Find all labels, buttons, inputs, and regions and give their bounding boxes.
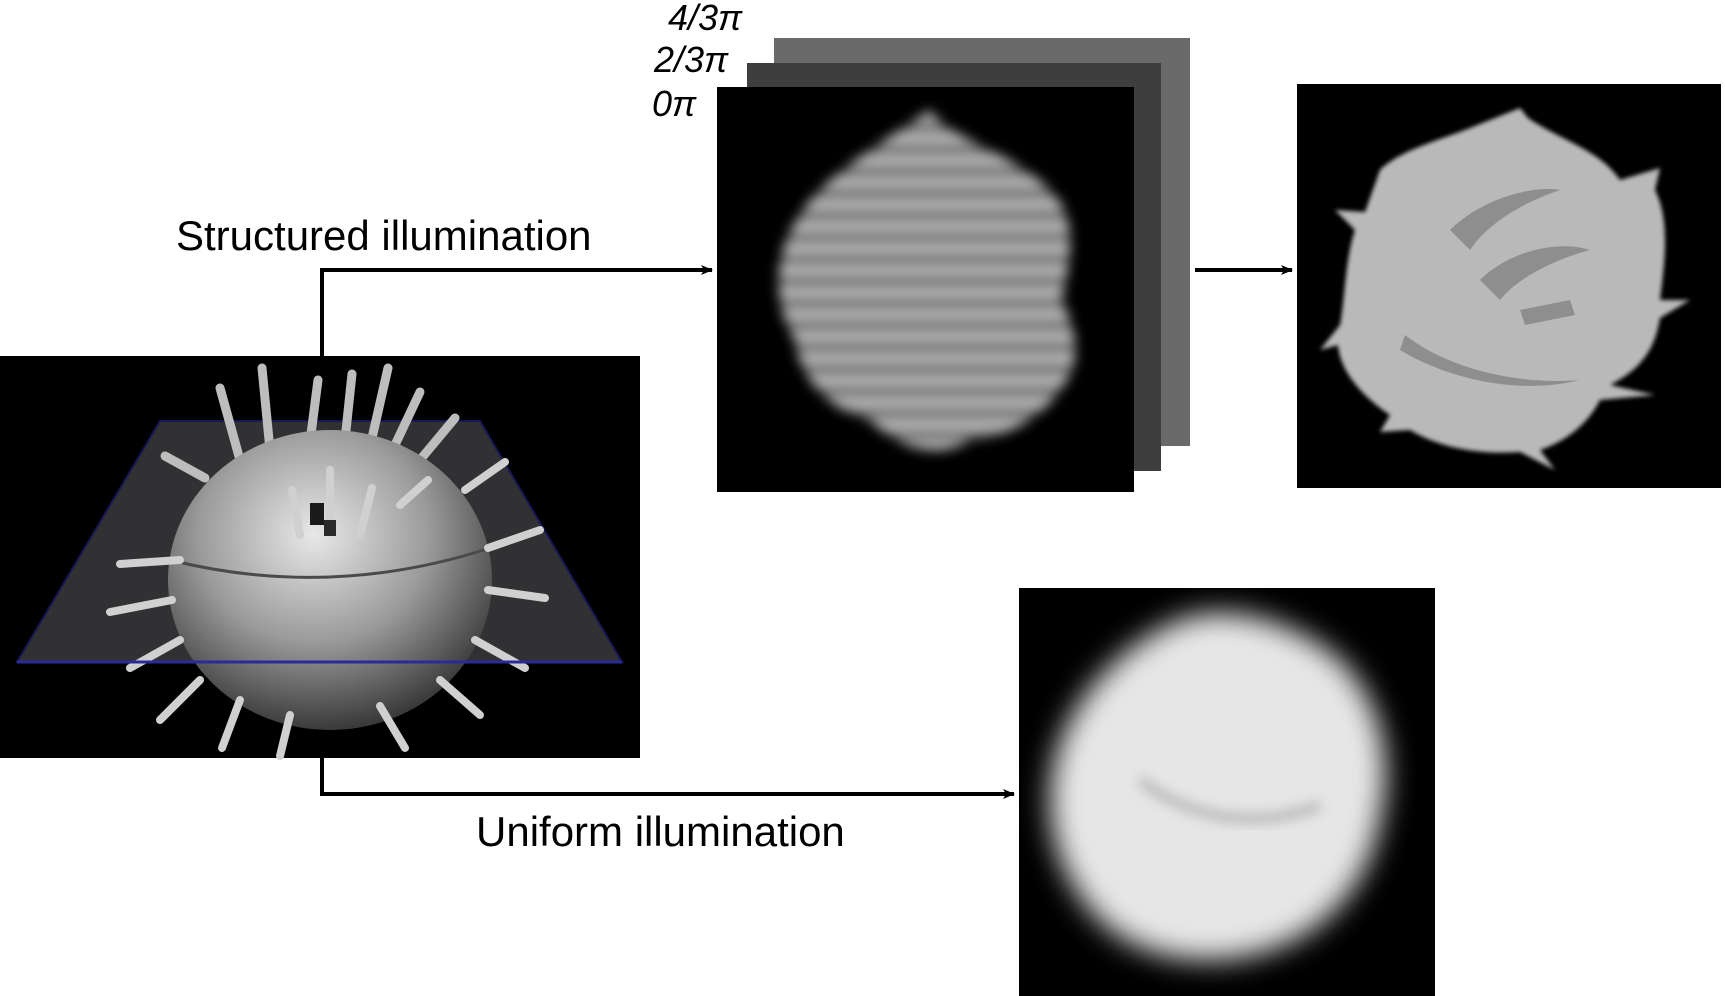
optical-section-result bbox=[1297, 84, 1721, 488]
structured-raw-images bbox=[717, 38, 1190, 492]
phase-label-4-3: 4/3π bbox=[668, 0, 743, 38]
sphere bbox=[168, 430, 492, 730]
structured-arrow bbox=[320, 265, 713, 356]
phase-label-2-3: 2/3π bbox=[653, 39, 729, 80]
phase-label-0: 0π bbox=[652, 83, 697, 124]
uniform-illumination-label: Uniform illumination bbox=[476, 808, 845, 855]
sample-3d-render bbox=[0, 356, 640, 760]
uniform-arrow bbox=[320, 758, 1015, 799]
section-internal-features bbox=[1400, 189, 1590, 386]
structured-illumination-label: Structured illumination bbox=[176, 212, 592, 259]
spikes-front bbox=[106, 458, 549, 760]
striped-specimen-image bbox=[778, 110, 1076, 451]
widefield-image bbox=[1019, 588, 1435, 996]
